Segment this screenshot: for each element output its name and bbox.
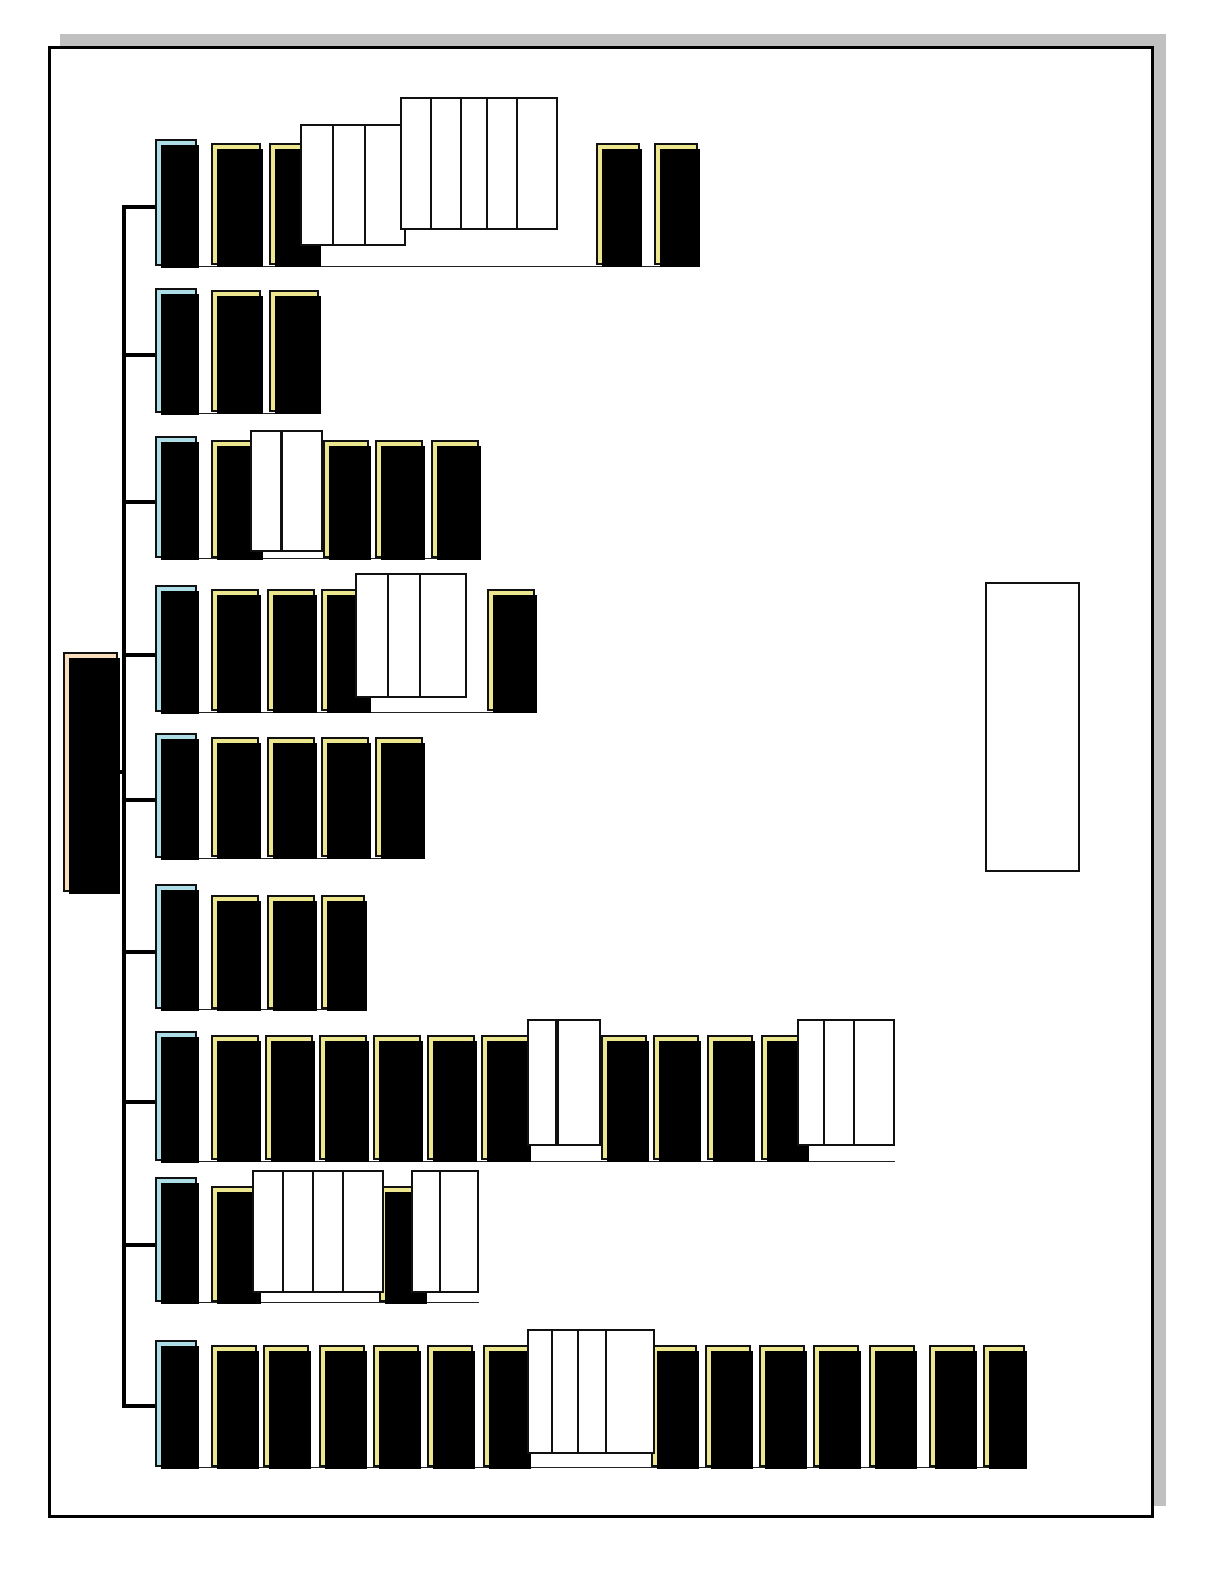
leaf-node-3-6[interactable] [431, 440, 481, 560]
branch-node-8[interactable] [155, 1177, 199, 1304]
leaf-node-7-10[interactable] [653, 1035, 701, 1162]
root-node[interactable] [63, 652, 120, 894]
branch-node-2[interactable] [155, 288, 199, 415]
leaf-node-2-1[interactable] [211, 290, 263, 414]
leaf-node-6-1[interactable] [211, 895, 261, 1011]
leaf-node-1-11[interactable] [596, 143, 642, 267]
branch-stub-5 [122, 798, 157, 802]
leaf-node-7-4[interactable] [373, 1035, 423, 1162]
leaf-node-7-15[interactable] [853, 1019, 895, 1146]
root-connector [118, 770, 126, 774]
branch-node-3[interactable] [155, 436, 199, 560]
leaf-node-1-4[interactable] [332, 124, 368, 246]
branch-node-9[interactable] [155, 1340, 199, 1469]
leaf-node-4-7[interactable] [487, 589, 537, 713]
leaf-node-9-9[interactable] [577, 1329, 607, 1454]
leaf-node-7-9[interactable] [601, 1035, 649, 1162]
leaf-node-7-13[interactable] [797, 1019, 825, 1146]
leaf-node-8-3[interactable] [282, 1170, 314, 1293]
leaf-node-7-11[interactable] [707, 1035, 755, 1162]
leaf-node-8-4[interactable] [312, 1170, 344, 1293]
leaf-node-1-9[interactable] [486, 97, 518, 230]
leaf-node-8-8[interactable] [439, 1170, 479, 1293]
leaf-node-9-13[interactable] [759, 1345, 807, 1469]
leaf-node-8-7[interactable] [411, 1170, 441, 1293]
leaf-node-1-6[interactable] [400, 97, 432, 230]
branch-stub-1 [122, 205, 157, 209]
leaf-node-8-5[interactable] [342, 1170, 384, 1293]
leaf-node-9-15[interactable] [869, 1345, 917, 1469]
leaf-node-1-10[interactable] [516, 97, 558, 230]
leaf-node-9-17[interactable] [983, 1345, 1027, 1469]
leaf-node-1-5[interactable] [364, 124, 406, 246]
leaf-node-9-6[interactable] [483, 1345, 531, 1469]
row-bus-3 [161, 558, 479, 559]
leaf-node-7-8[interactable] [557, 1019, 601, 1146]
branch-stub-7 [122, 1100, 157, 1104]
leaf-node-9-8[interactable] [551, 1329, 579, 1454]
branch-stub-2 [122, 353, 157, 357]
standalone-node[interactable] [985, 582, 1080, 872]
leaf-node-4-6[interactable] [419, 573, 467, 698]
leaf-node-9-1[interactable] [211, 1345, 259, 1469]
leaf-node-5-4[interactable] [375, 737, 425, 859]
leaf-node-9-14[interactable] [813, 1345, 861, 1469]
leaf-node-1-3[interactable] [300, 124, 336, 246]
leaf-node-8-2[interactable] [252, 1170, 284, 1293]
branch-node-4[interactable] [155, 585, 199, 714]
leaf-node-4-5[interactable] [387, 573, 421, 698]
leaf-node-3-2[interactable] [250, 430, 282, 552]
tree-spine [122, 205, 126, 1404]
leaf-node-3-3[interactable] [281, 430, 323, 552]
branch-node-1[interactable] [155, 139, 199, 268]
branch-stub-6 [122, 950, 157, 954]
leaf-node-9-10[interactable] [605, 1329, 655, 1454]
leaf-node-7-14[interactable] [823, 1019, 855, 1146]
leaf-node-7-7[interactable] [527, 1019, 557, 1146]
leaf-node-5-2[interactable] [267, 737, 317, 859]
leaf-node-1-8[interactable] [460, 97, 488, 230]
leaf-node-9-7[interactable] [527, 1329, 553, 1454]
leaf-node-2-2[interactable] [269, 290, 321, 414]
leaf-node-6-3[interactable] [321, 895, 367, 1011]
leaf-node-7-2[interactable] [265, 1035, 315, 1162]
branch-stub-4 [122, 653, 157, 657]
leaf-node-1-12[interactable] [654, 143, 700, 267]
leaf-node-5-1[interactable] [211, 737, 261, 859]
leaf-node-3-4[interactable] [323, 440, 371, 560]
leaf-node-5-3[interactable] [321, 737, 371, 859]
row-bus-9 [161, 1467, 1025, 1468]
row-bus-6 [161, 1009, 365, 1010]
leaf-node-4-4[interactable] [355, 573, 389, 698]
leaf-node-3-5[interactable] [375, 440, 425, 560]
leaf-node-7-5[interactable] [427, 1035, 477, 1162]
branch-stub-3 [122, 500, 157, 504]
leaf-node-9-12[interactable] [705, 1345, 753, 1469]
branch-node-5[interactable] [155, 733, 199, 860]
leaf-node-4-1[interactable] [211, 589, 261, 713]
leaf-node-9-16[interactable] [929, 1345, 977, 1469]
leaf-node-1-7[interactable] [430, 97, 462, 230]
leaf-node-9-4[interactable] [373, 1345, 421, 1469]
leaf-node-9-11[interactable] [651, 1345, 699, 1469]
branch-stub-8 [122, 1243, 157, 1247]
branch-stub-9 [122, 1404, 157, 1408]
leaf-node-9-5[interactable] [427, 1345, 475, 1469]
leaf-node-4-2[interactable] [267, 589, 317, 713]
leaf-node-9-2[interactable] [263, 1345, 311, 1469]
leaf-node-7-3[interactable] [319, 1035, 369, 1162]
leaf-node-9-3[interactable] [319, 1345, 367, 1469]
leaf-node-7-1[interactable] [211, 1035, 261, 1162]
leaf-node-6-2[interactable] [267, 895, 317, 1011]
row-bus-8 [161, 1302, 479, 1303]
leaf-node-1-1[interactable] [211, 143, 263, 267]
branch-node-7[interactable] [155, 1031, 199, 1163]
branch-node-6[interactable] [155, 884, 199, 1011]
leaf-node-7-6[interactable] [481, 1035, 531, 1162]
row-bus-1 [161, 266, 698, 267]
